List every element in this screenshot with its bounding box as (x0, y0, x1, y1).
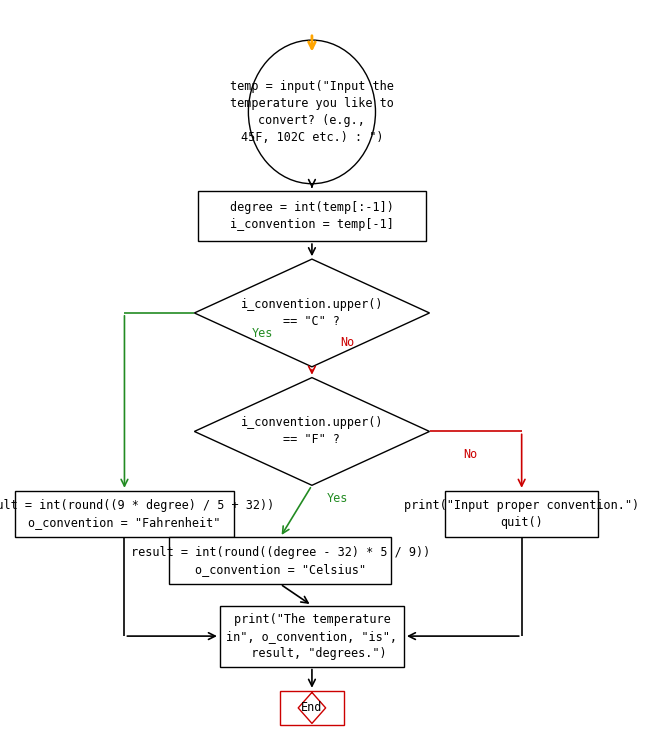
Text: result = int(round((9 * degree) / 5 + 32))
o_convention = "Fahrenheit": result = int(round((9 * degree) / 5 + 32… (0, 499, 274, 529)
Bar (197, 191, 426, 241)
Bar (220, 606, 404, 666)
Text: Yes: Yes (252, 327, 273, 340)
Text: i_convention.upper()
== "F" ?: i_convention.upper() == "F" ? (241, 417, 383, 447)
Text: End: End (301, 702, 322, 714)
Bar (280, 690, 344, 725)
Text: temp = input("Input the
temperature you like to
convert? (e.g.,
45F, 102C etc.) : temp = input("Input the temperature you … (230, 80, 394, 144)
Polygon shape (195, 259, 430, 367)
Bar (15, 491, 234, 537)
Text: print("The temperature
in", o_convention, "is",
  result, "degrees."): print("The temperature in", o_convention… (226, 613, 397, 660)
Polygon shape (195, 378, 430, 485)
Text: No: No (340, 336, 354, 349)
Circle shape (248, 40, 375, 184)
Text: print("Input proper convention.")
quit(): print("Input proper convention.") quit() (404, 499, 639, 529)
Text: i_convention.upper()
== "C" ?: i_convention.upper() == "C" ? (241, 298, 383, 328)
Bar (446, 491, 598, 537)
Text: Yes: Yes (326, 491, 348, 505)
Text: degree = int(temp[:-1])
i_convention = temp[-1]: degree = int(temp[:-1]) i_convention = t… (230, 201, 394, 231)
Text: result = int(round((degree - 32) * 5 / 9))
o_convention = "Celsius": result = int(round((degree - 32) * 5 / 9… (130, 546, 430, 576)
Bar (169, 537, 391, 584)
Text: No: No (463, 448, 478, 461)
